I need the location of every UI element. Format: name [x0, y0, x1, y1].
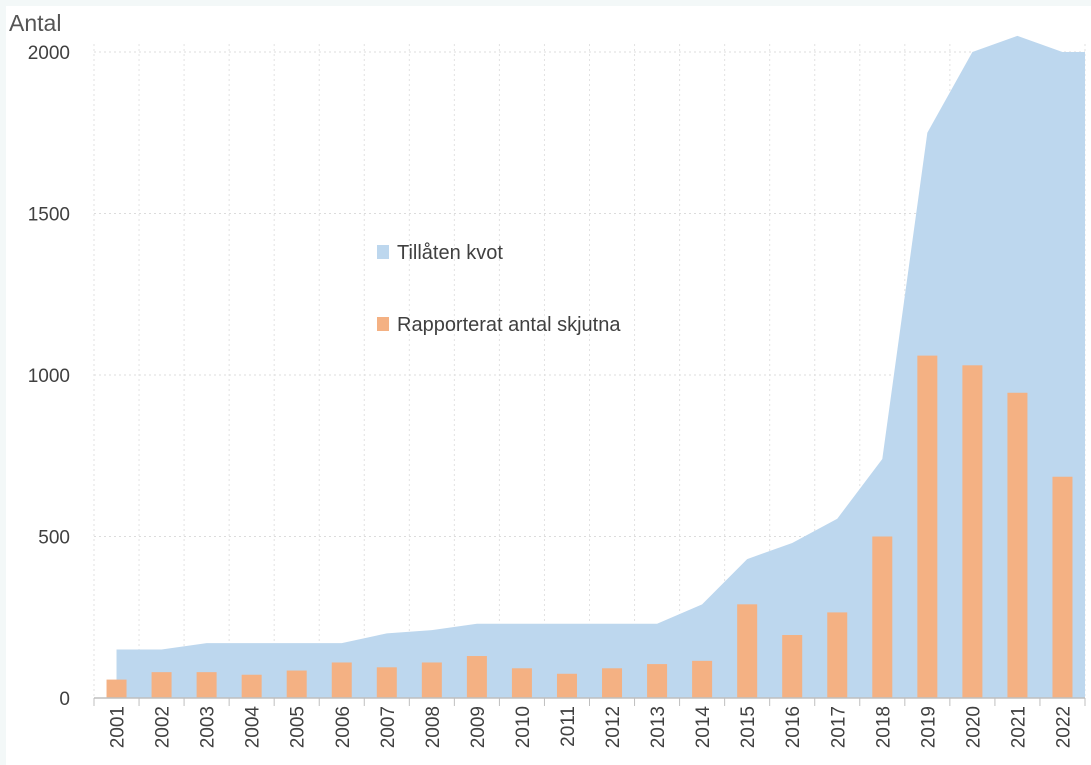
x-tick-label: 2008: [423, 706, 444, 748]
legend-swatch-shot: [377, 317, 389, 331]
bar-2021: [1007, 392, 1028, 698]
bar-2018: [872, 536, 893, 698]
x-tick-label: 2007: [378, 706, 399, 748]
bar-2008: [421, 662, 442, 698]
bar-2002: [151, 672, 172, 698]
x-tick-label: 2002: [153, 706, 174, 748]
bar-2010: [511, 668, 532, 698]
bar-2005: [286, 670, 307, 698]
x-tick-label: 2011: [558, 706, 579, 747]
bar-2007: [376, 667, 397, 698]
x-tick-label: 2015: [738, 706, 759, 748]
bar-2015: [737, 604, 758, 698]
legend: Tillåten kvot Rapporterat antal skjutna: [377, 242, 621, 336]
y-axis-title: Antal: [9, 10, 61, 36]
x-tick-label: 2004: [243, 706, 264, 749]
shot-bars-layer: [106, 355, 1073, 698]
bar-2019: [917, 355, 938, 698]
axes: 0 500 1000 1500 2000 2001 2002 2003 2004 2005 2006…: [28, 43, 1086, 749]
x-tick-label: 2014: [693, 706, 714, 749]
legend-label-shot: Rapporterat antal skjutna: [397, 314, 621, 336]
quota-area-layer: [116, 35, 1086, 699]
x-tick-label: 2003: [198, 706, 219, 748]
x-tick-label: 2006: [333, 706, 354, 748]
x-tick-label: 2001: [108, 706, 129, 748]
y-tick-label: 1000: [28, 366, 70, 387]
bar-2011: [556, 673, 577, 698]
bar-2003: [196, 672, 217, 698]
x-tick-label: 2021: [1008, 706, 1029, 748]
bar-2022: [1052, 476, 1073, 698]
x-tick-label: 2020: [963, 706, 984, 748]
bar-2020: [962, 365, 983, 698]
bar-2006: [331, 662, 352, 698]
y-tick-label: 1500: [28, 205, 70, 226]
x-tick-label: 2022: [1053, 706, 1074, 748]
bar-2004: [241, 674, 262, 698]
bar-2012: [602, 668, 623, 698]
x-tick-label: 2018: [873, 706, 894, 748]
bar-2009: [466, 656, 487, 698]
legend-swatch-quota: [377, 245, 389, 259]
bar-2014: [692, 660, 713, 698]
bar-2016: [782, 635, 803, 698]
bar-2001: [106, 679, 127, 698]
x-tick-label: 2009: [468, 706, 489, 748]
bar-2013: [647, 664, 668, 698]
x-tick-label: 2016: [783, 706, 804, 748]
x-tick-label: 2005: [288, 706, 309, 748]
legend-label-quota: Tillåten kvot: [397, 242, 503, 264]
bar-2017: [827, 612, 848, 698]
x-tick-label: 2010: [513, 706, 534, 748]
y-tick-label: 500: [38, 528, 70, 549]
y-tick-label: 2000: [28, 43, 70, 64]
x-tick-label: 2012: [603, 706, 624, 748]
series-area-tillaten-kvot: [116, 35, 1086, 699]
x-tick-label: 2019: [918, 706, 939, 748]
x-tick-label: 2013: [648, 706, 669, 748]
x-tick-label: 2017: [828, 706, 849, 748]
y-tick-label: 0: [59, 689, 70, 710]
